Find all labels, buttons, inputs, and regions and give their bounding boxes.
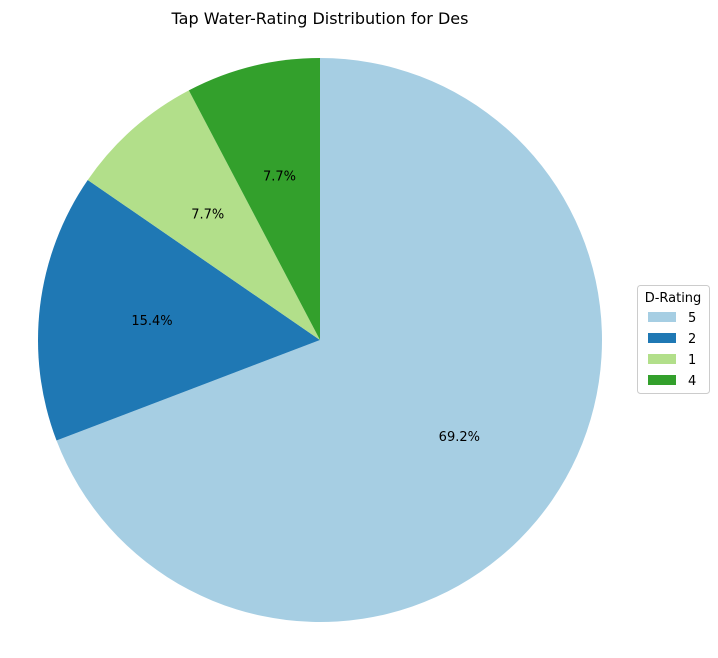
legend-swatch-2 bbox=[648, 333, 676, 343]
legend-swatch-1 bbox=[648, 354, 676, 364]
pie-label-1: 7.7% bbox=[191, 207, 224, 222]
pie-slices bbox=[37, 58, 603, 622]
pie-slice-4 bbox=[188, 58, 320, 340]
pie-slice-1 bbox=[87, 90, 320, 340]
pie-label-2: 15.4% bbox=[131, 314, 172, 329]
pie-label-4: 7.7% bbox=[263, 170, 296, 185]
legend-label-5: 5 bbox=[688, 311, 696, 326]
pie-slice-2 bbox=[37, 180, 321, 441]
legend-title: D-Rating bbox=[645, 291, 702, 306]
pie-slice-5 bbox=[56, 58, 603, 622]
legend-swatch-4 bbox=[648, 375, 676, 385]
legend-label-2: 2 bbox=[688, 332, 696, 347]
legend-label-4: 4 bbox=[688, 374, 696, 389]
legend-swatch-5 bbox=[648, 312, 676, 322]
legend-label-1: 1 bbox=[688, 353, 696, 368]
pie-label-5: 69.2% bbox=[439, 430, 480, 445]
chart-title: Tap Water-Rating Distribution for Des bbox=[171, 9, 469, 28]
pie-percentage-labels: 69.2% 15.4% 7.7% 7.7% bbox=[131, 170, 480, 445]
legend: D-Rating 5 2 1 4 bbox=[637, 285, 710, 394]
